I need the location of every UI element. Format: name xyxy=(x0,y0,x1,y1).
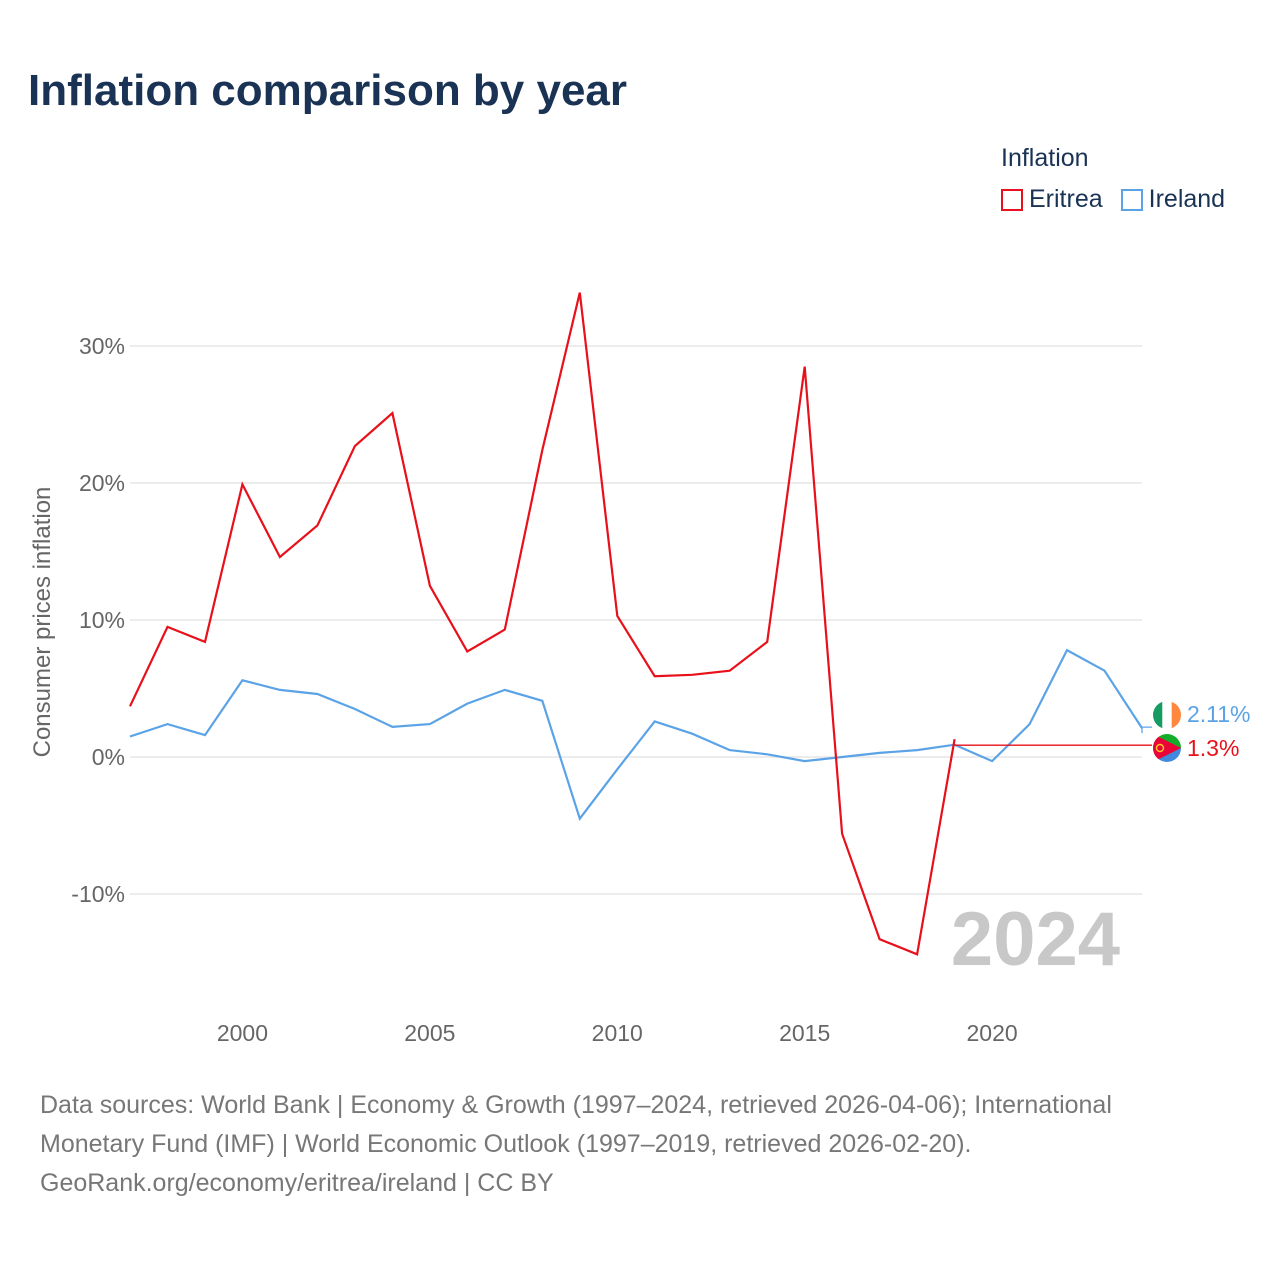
x-tick-label: 2000 xyxy=(217,1020,268,1046)
legend-label-eritrea: Eritrea xyxy=(1029,185,1103,213)
year-watermark: 2024 xyxy=(951,897,1120,982)
legend-label-ireland: Ireland xyxy=(1148,185,1226,213)
ireland-end-connector xyxy=(1141,726,1152,734)
y-axis-label: Consumer prices inflation xyxy=(29,487,56,758)
legend-swatch-eritrea xyxy=(1001,188,1023,211)
eritrea-flag-icon xyxy=(1153,734,1181,762)
chart-title: Inflation comparison by year xyxy=(28,66,628,115)
footer: Data sources: World Bank | Economy & Gro… xyxy=(40,1086,1240,1203)
x-tick-label: 2010 xyxy=(592,1020,643,1046)
legend: Inflation Eritrea Ireland xyxy=(1001,144,1225,214)
ireland-end-label: 2.11% xyxy=(1187,701,1251,727)
y-tick-label: 10% xyxy=(79,607,125,633)
footer-credit-line: GeoRank.org/economy/eritrea/ireland | CC… xyxy=(40,1169,554,1197)
series-line-eritrea[interactable] xyxy=(129,292,956,956)
line-chart: 30% 20% 10% 0% -10% 2000 2005 2010 2015 2020 Consu… xyxy=(29,292,1251,1046)
series-line-ireland[interactable] xyxy=(129,648,1143,821)
y-tick-label: 0% xyxy=(92,744,125,770)
ireland-flag-icon xyxy=(1153,701,1181,729)
eritrea-end-label: 1.3% xyxy=(1187,735,1239,761)
footer-sources-line-1: Data sources: World Bank | Economy & Gro… xyxy=(40,1091,1112,1119)
y-tick-label: 20% xyxy=(79,470,125,496)
legend-item-eritrea[interactable]: Eritrea xyxy=(1001,185,1103,214)
legend-swatch-ireland xyxy=(1120,188,1143,211)
x-tick-label: 2005 xyxy=(404,1020,455,1046)
footer-sources-line-2: Monetary Fund (IMF) | World Economic Out… xyxy=(40,1130,972,1158)
legend-title: Inflation xyxy=(1001,144,1089,172)
x-tick-label: 2020 xyxy=(966,1020,1017,1046)
y-tick-label: -10% xyxy=(71,881,125,907)
x-tick-label: 2015 xyxy=(779,1020,830,1046)
y-tick-label: 30% xyxy=(79,333,125,359)
legend-item-ireland[interactable]: Ireland xyxy=(1120,185,1226,214)
